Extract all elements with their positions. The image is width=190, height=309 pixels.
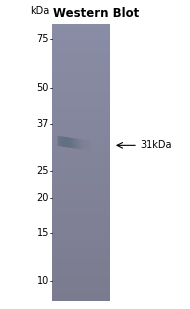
Text: 10: 10 xyxy=(37,277,49,286)
Text: Western Blot: Western Blot xyxy=(53,7,139,20)
Text: 31kDa: 31kDa xyxy=(140,140,172,150)
Text: 50: 50 xyxy=(37,83,49,93)
Text: 25: 25 xyxy=(36,166,49,176)
Text: 37: 37 xyxy=(37,119,49,129)
Text: 20: 20 xyxy=(37,193,49,203)
Text: kDa: kDa xyxy=(30,6,49,16)
Text: 15: 15 xyxy=(37,228,49,238)
Text: 75: 75 xyxy=(36,34,49,44)
